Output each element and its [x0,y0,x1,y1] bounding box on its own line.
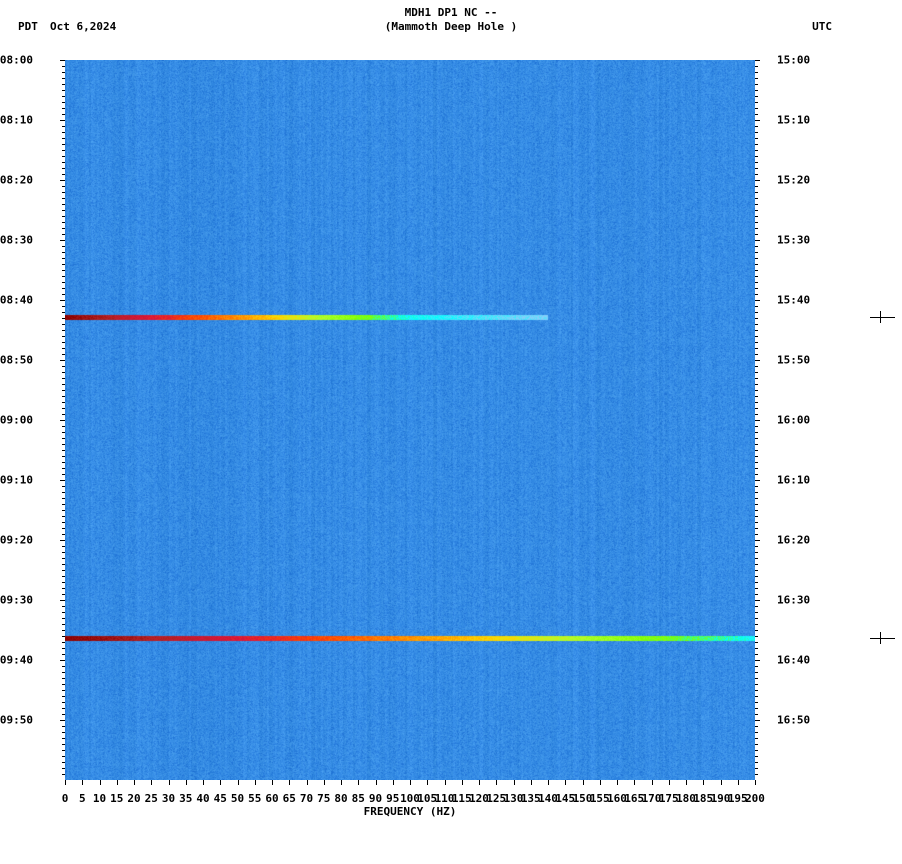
xtick-label: 5 [79,792,86,805]
ytick-right-label: 15:30 [777,234,810,247]
xtick-label: 35 [179,792,192,805]
ytick-left-label: 08:20 [0,174,33,187]
spectrogram-canvas [65,60,755,780]
event-marker-tick [880,632,881,644]
ytick-right-label: 16:40 [777,654,810,667]
ytick-right-label: 15:40 [777,294,810,307]
ytick-right-label: 15:50 [777,354,810,367]
plot-area [65,60,755,780]
xtick-label: 20 [127,792,140,805]
pdt-label: PDT [18,20,38,33]
ytick-left-label: 08:00 [0,54,33,67]
xtick-label: 45 [214,792,227,805]
ytick-left-label: 09:30 [0,594,33,607]
ytick-left-label: 08:10 [0,114,33,127]
ytick-right-label: 16:10 [777,474,810,487]
ytick-left-label: 09:50 [0,714,33,727]
ytick-left-label: 08:50 [0,354,33,367]
ytick-right-label: 16:30 [777,594,810,607]
xtick-label: 30 [162,792,175,805]
event-marker-line [870,317,895,318]
xtick-label: 200 [745,792,765,805]
ytick-left-label: 09:00 [0,414,33,427]
xtick-label: 75 [317,792,330,805]
y-axis-left: 08:0008:1008:2008:3008:4008:5009:0009:10… [0,60,65,780]
ytick-left-label: 09:40 [0,654,33,667]
title-sub: (Mammoth Deep Hole ) [385,20,517,33]
ytick-right-label: 15:00 [777,54,810,67]
xtick-label: 10 [93,792,106,805]
xtick-label: 25 [145,792,158,805]
xtick-label: 65 [283,792,296,805]
ytick-left-label: 09:10 [0,474,33,487]
xtick-label: 55 [248,792,261,805]
xtick-label: 15 [110,792,123,805]
xtick-label: 70 [300,792,313,805]
utc-label: UTC [812,20,832,33]
xtick-label: 40 [196,792,209,805]
ytick-right-label: 16:50 [777,714,810,727]
xtick-label: 50 [231,792,244,805]
ytick-right-label: 16:20 [777,534,810,547]
ytick-right-label: 16:00 [777,414,810,427]
y-axis-right: 15:0015:1015:2015:3015:4015:5016:0016:10… [755,60,835,780]
date-label: Oct 6,2024 [50,20,116,33]
xtick-label: 60 [265,792,278,805]
spectrogram-container: MDH1 DP1 NC -- (Mammoth Deep Hole ) PDT … [0,0,902,864]
ytick-left-label: 09:20 [0,534,33,547]
title-main: MDH1 DP1 NC -- [405,6,498,19]
event-marker-tick [880,311,881,323]
event-marker-line [870,638,895,639]
xtick-label: 0 [62,792,69,805]
xtick-label: 90 [369,792,382,805]
xtick-label: 95 [386,792,399,805]
ytick-left-label: 08:40 [0,294,33,307]
ytick-left-label: 08:30 [0,234,33,247]
ytick-right-label: 15:10 [777,114,810,127]
ytick-right-label: 15:20 [777,174,810,187]
xtick-label: 80 [334,792,347,805]
x-axis-title: FREQUENCY (HZ) [65,805,755,818]
xtick-label: 85 [352,792,365,805]
